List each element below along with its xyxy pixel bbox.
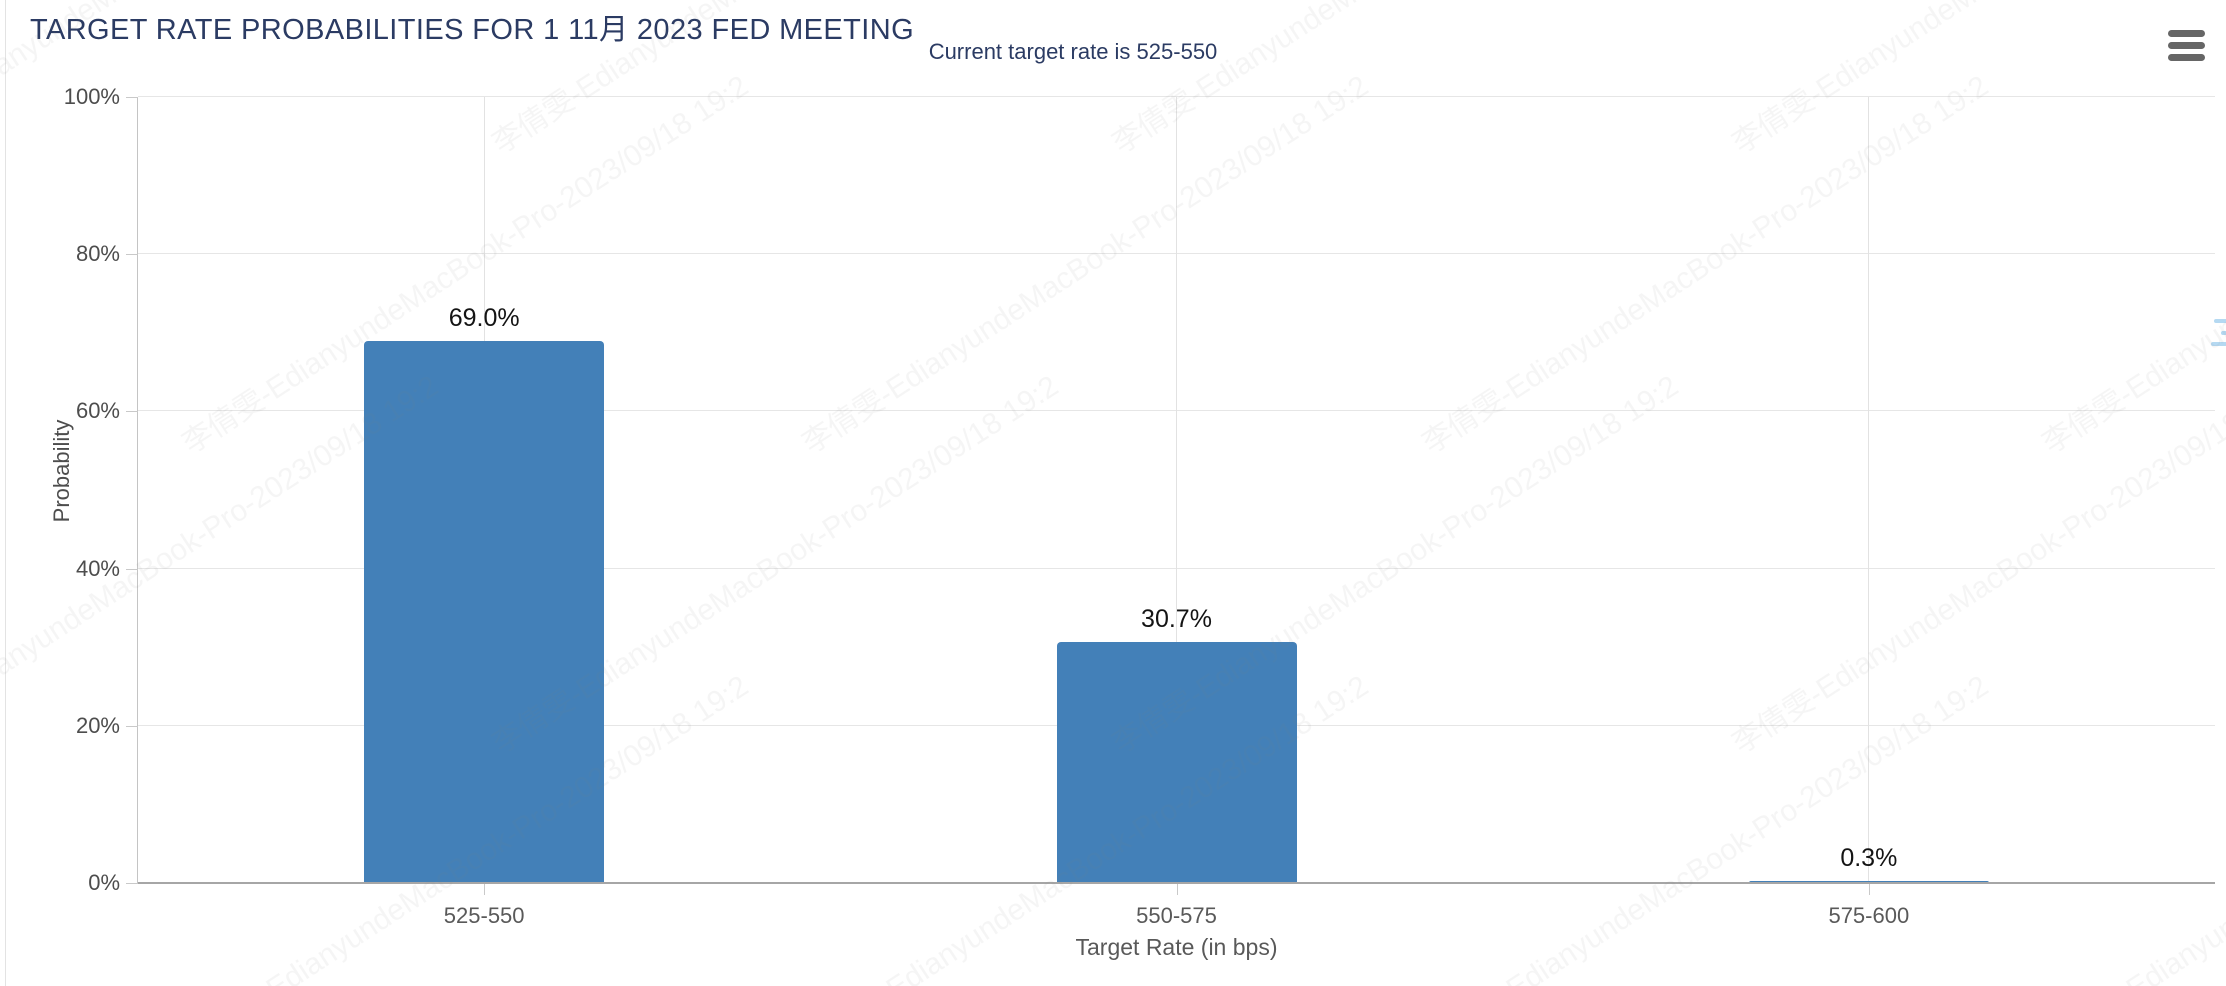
x-axis-tick	[1868, 883, 1870, 895]
bar-value-label: 69.0%	[448, 303, 520, 332]
hamburger-menu-icon	[2167, 29, 2205, 37]
x-axis-title: Target Rate (in bps)	[1075, 934, 1278, 960]
y-axis-label: 0%	[88, 870, 120, 895]
logo-hash-mark-icon	[2220, 330, 2226, 335]
y-axis-tick	[126, 254, 138, 256]
chart-subtitle: Current target rate is 525-550	[928, 39, 1218, 64]
y-axis-tick	[126, 883, 138, 884]
x-axis-line	[138, 882, 2215, 884]
y-axis-tick	[126, 725, 138, 727]
y-axis-label: 80%	[75, 241, 120, 267]
y-axis-label: 60%	[75, 398, 120, 424]
y-axis-line	[137, 97, 138, 884]
bar-value-label: 30.7%	[1141, 604, 1212, 633]
page-title: TARGET RATE PROBABILITIES FOR 1 11月 2023…	[30, 14, 915, 46]
y-axis-tick	[126, 411, 138, 413]
y-axis-label: 20%	[75, 712, 120, 738]
chart-context-menu-button[interactable]	[2162, 22, 2210, 68]
y-axis-label: 100%	[63, 84, 120, 109]
y-gridline	[138, 96, 2215, 97]
logo-hash-mark-icon	[2211, 342, 2226, 346]
x-axis-label: 575-600	[1828, 903, 1910, 928]
bar-525-550[interactable]	[364, 340, 605, 883]
x-gridline	[1176, 97, 1177, 883]
panel-left-border	[5, 0, 6, 986]
x-gridline	[1868, 97, 1870, 883]
x-axis-label: 525-550	[443, 903, 525, 928]
hamburger-menu-icon	[2167, 53, 2205, 61]
quikstrike-logo: Q	[2188, 192, 2226, 382]
bar-550-575[interactable]	[1056, 641, 1297, 883]
bar-575-600[interactable]	[1748, 880, 1989, 883]
hamburger-menu-icon	[2167, 41, 2205, 49]
x-axis-label: 550-575	[1136, 903, 1217, 928]
x-axis-tick	[484, 883, 486, 895]
plot-area: Q 69.0% 30.7% 0.3%	[138, 96, 2226, 884]
logo-hash-mark-icon	[2214, 319, 2226, 323]
y-axis-label: 40%	[75, 555, 120, 581]
y-axis-tick	[126, 568, 138, 570]
x-axis-tick	[1176, 883, 1178, 895]
y-axis-tick	[126, 97, 138, 98]
bar-value-label: 0.3%	[1840, 843, 1898, 872]
